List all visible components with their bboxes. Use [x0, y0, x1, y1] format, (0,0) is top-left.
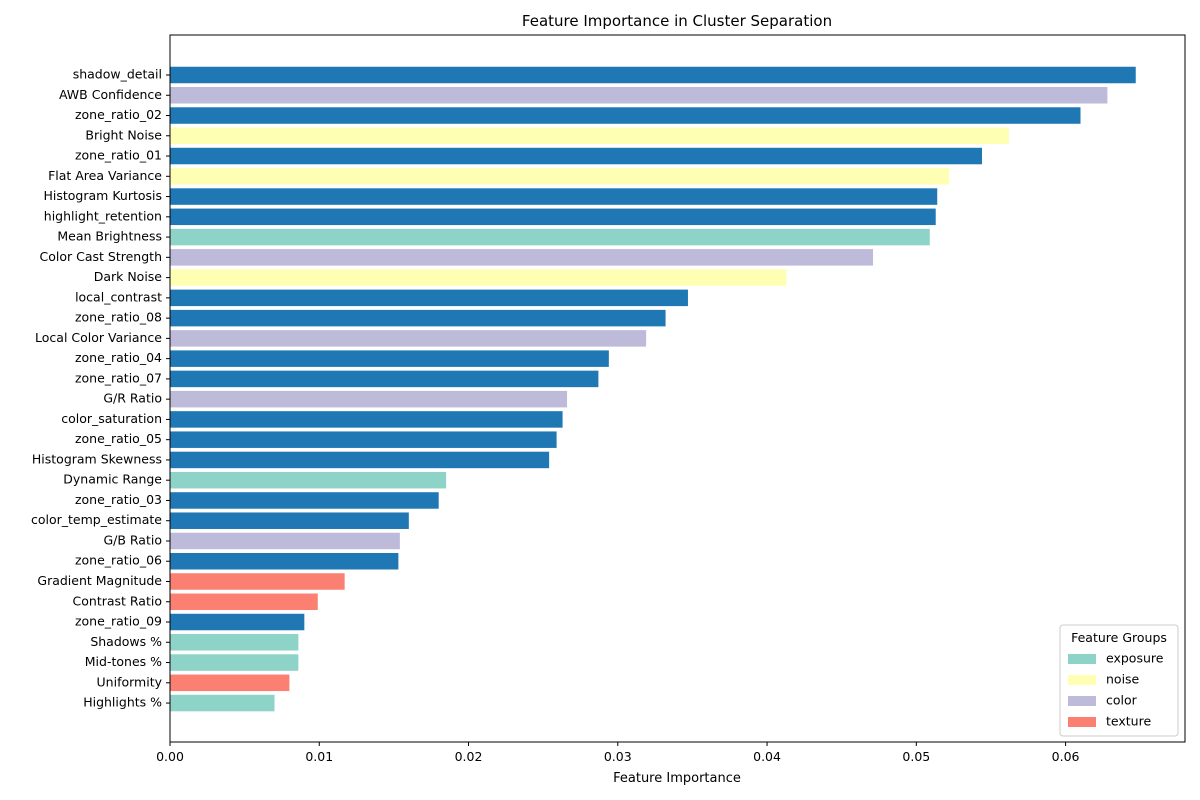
bar	[170, 593, 318, 611]
x-tick-label: 0.04	[753, 749, 781, 764]
bar	[170, 127, 1009, 145]
bar	[170, 208, 936, 226]
y-tick-labels: shadow_detail AWB Confidence zone_ratio_02…	[31, 67, 170, 710]
y-tick-label: Histogram Skewness	[32, 451, 162, 466]
bar	[170, 168, 950, 185]
y-tick-label: Uniformity	[97, 674, 163, 689]
legend-swatch	[1068, 696, 1096, 706]
bar	[170, 694, 275, 712]
bar	[170, 532, 400, 550]
legend-items: exposure noise color texture	[1068, 651, 1164, 729]
y-tick-label: Local Color Variance	[35, 330, 162, 345]
bar	[170, 451, 550, 469]
bar	[170, 249, 874, 266]
y-tick-label: zone_ratio_09	[75, 614, 162, 629]
bar	[170, 471, 447, 489]
y-tick-label: zone_ratio_01	[75, 148, 162, 163]
bar	[170, 573, 345, 590]
legend-box	[1059, 624, 1179, 737]
bar	[170, 87, 1108, 104]
y-tick-label: shadow_detail	[73, 67, 162, 82]
bar	[170, 350, 609, 367]
chart-title: Feature Importance in Cluster Separation	[522, 12, 832, 30]
y-tick-label: Shadows %	[90, 634, 162, 649]
bar	[170, 107, 1081, 124]
bar	[170, 674, 290, 692]
legend-label: color	[1106, 693, 1138, 708]
y-tick-label: zone_ratio_02	[75, 107, 162, 122]
x-tick-label: 0.06	[1052, 749, 1080, 764]
legend-swatch	[1068, 717, 1096, 727]
y-tick-label: zone_ratio_07	[75, 370, 162, 385]
y-tick-label: zone_ratio_05	[75, 431, 162, 446]
bar	[170, 330, 647, 347]
y-tick-label: Bright Noise	[85, 127, 162, 142]
bar	[170, 309, 666, 327]
y-tick-label: Dark Noise	[94, 269, 163, 284]
legend-label: exposure	[1106, 651, 1164, 666]
y-tick-label: Flat Area Variance	[48, 168, 162, 183]
bar	[170, 512, 409, 529]
x-axis-label: Feature Importance	[613, 771, 741, 786]
y-tick-label: Gradient Magnitude	[37, 573, 162, 588]
x-tick-label: 0.05	[902, 749, 930, 764]
legend-swatch	[1068, 654, 1096, 664]
y-tick-label: Dynamic Range	[63, 472, 162, 487]
plot-frame	[169, 34, 1186, 743]
y-tick-label: color_saturation	[61, 411, 162, 426]
bar	[170, 188, 938, 205]
x-tick-label: 0.01	[305, 749, 333, 764]
y-tick-label: zone_ratio_03	[75, 492, 162, 507]
y-tick-label: Color Cast Strength	[40, 249, 162, 264]
y-tick-label: zone_ratio_04	[75, 350, 162, 365]
bar	[170, 66, 1136, 84]
x-tick-labels: 0.00 0.01 0.02 0.03 0.04 0.05 0.06	[156, 742, 1080, 764]
y-tick-label: Contrast Ratio	[73, 593, 162, 608]
x-tick-label: 0.00	[156, 749, 184, 764]
bar	[170, 613, 305, 631]
legend-title: Feature Groups	[1071, 630, 1167, 645]
bar	[170, 411, 563, 428]
bar	[170, 370, 599, 388]
y-tick-label: color_temp_estimate	[31, 512, 162, 527]
y-tick-label: Mean Brightness	[57, 229, 162, 244]
legend-swatch	[1068, 675, 1096, 685]
bar	[170, 390, 568, 408]
bar	[170, 634, 299, 651]
legend: Feature Groups exposure noise color texture	[1059, 624, 1179, 737]
bar	[170, 552, 399, 570]
legend-label: noise	[1106, 672, 1140, 687]
bars-layer	[170, 66, 1136, 712]
y-tick-label: Mid-tones %	[85, 654, 162, 669]
y-tick-label: Highlights %	[83, 695, 162, 710]
y-tick-label: zone_ratio_08	[75, 310, 162, 325]
x-tick-label: 0.03	[604, 749, 632, 764]
bar	[170, 228, 930, 246]
x-tick-label: 0.02	[455, 749, 483, 764]
y-tick-label: Histogram Kurtosis	[44, 188, 163, 203]
bar	[170, 147, 982, 165]
legend-label: texture	[1106, 714, 1151, 729]
y-tick-label: zone_ratio_06	[75, 553, 162, 568]
bar	[170, 431, 557, 448]
bar	[170, 654, 299, 671]
y-tick-label: AWB Confidence	[59, 87, 162, 102]
bar	[170, 289, 688, 307]
bar	[170, 492, 439, 509]
y-tick-label: highlight_retention	[44, 208, 162, 223]
bar	[170, 269, 787, 286]
y-tick-label: local_contrast	[75, 289, 162, 304]
y-tick-label: G/B Ratio	[103, 532, 162, 547]
y-tick-label: G/R Ratio	[103, 391, 162, 406]
